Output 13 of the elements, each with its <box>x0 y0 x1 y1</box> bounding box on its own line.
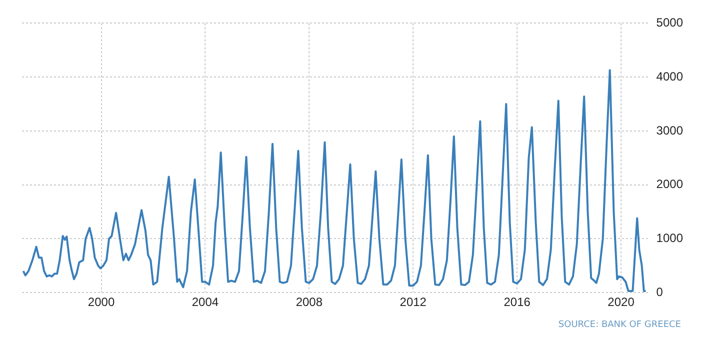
x-tick-label: 2000 <box>88 295 115 310</box>
y-tick-label: 4000 <box>656 69 684 84</box>
y-tick-label: 5000 <box>656 16 684 30</box>
y-tick-label: 1000 <box>656 231 684 246</box>
x-tick-label: 2004 <box>192 295 219 310</box>
y-tick-label: 2000 <box>656 177 684 192</box>
x-tick-label: 2020 <box>608 295 635 310</box>
x-tick-label: 2012 <box>400 295 427 310</box>
y-tick-label: 0 <box>656 284 664 299</box>
source-note: SOURCE: BANK OF GREECE <box>558 320 682 330</box>
y-tick-label: 3000 <box>656 123 684 138</box>
x-tick-label: 2008 <box>296 295 323 310</box>
x-tick-label: 2016 <box>504 295 531 310</box>
